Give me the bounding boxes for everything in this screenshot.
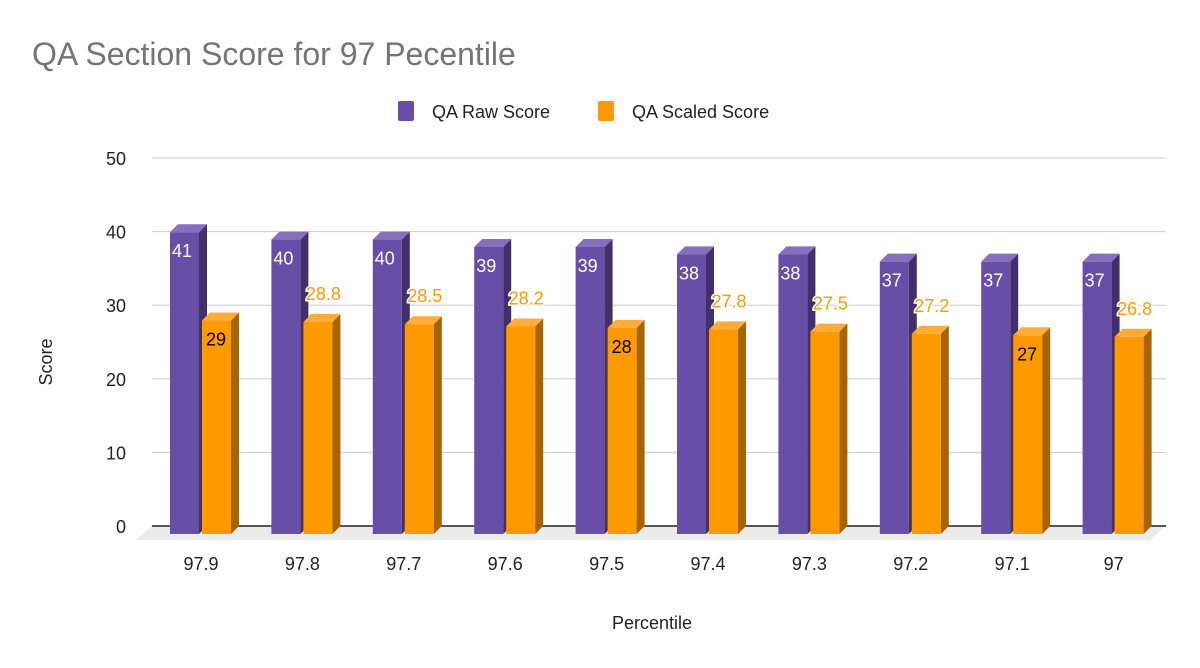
bar-side [1143,328,1152,534]
data-label: 39 [476,256,496,276]
bar-raw [575,246,605,534]
bar-top [879,253,917,262]
bar-side [231,312,239,534]
chart-title: QA Section Score for 97 Pecentile [32,36,516,72]
data-label: 27.2 [914,296,949,316]
y-tick-label: 30 [106,296,126,316]
y-tick-label: 10 [106,443,126,463]
bar-scaled [404,324,434,534]
bar-raw [474,246,504,534]
bar-side [1042,327,1051,534]
bar-raw [879,261,909,534]
bar-top [404,316,442,325]
data-label: 38 [780,263,800,283]
bar-side [738,321,746,534]
bar-side [636,319,645,534]
data-label: 37 [882,271,902,291]
data-label: 37 [983,271,1003,291]
data-label: 40 [273,249,293,269]
legend-swatch [598,101,614,121]
data-label: 28.8 [306,284,341,304]
data-label: 29 [206,330,226,350]
x-tick-label: 97.9 [183,554,218,574]
bar-raw [677,254,706,534]
data-label: 28.2 [509,288,544,308]
bar-top [1013,327,1051,336]
bar-top [575,238,613,247]
data-label: 28 [612,337,632,357]
bar-top [778,246,816,255]
bar-top [981,253,1019,262]
x-tick-label: 97.2 [893,554,928,574]
x-tick-label: 97.5 [589,554,624,574]
data-label: 39 [578,256,598,276]
bar-top [202,312,239,321]
bar-raw [170,232,199,535]
bar-raw [778,254,808,534]
data-label: 37 [1085,271,1105,291]
bar-top [372,231,410,240]
y-axis-title: Score [36,338,56,385]
bar-scaled [709,329,738,534]
bar-top [271,231,309,240]
x-tick-label: 97.7 [386,554,421,574]
bar-side [535,318,544,534]
bar-raw [1082,261,1112,534]
x-tick-label: 97.8 [285,554,320,574]
legend-label: QA Raw Score [432,102,550,122]
bar-top [1114,328,1152,337]
y-tick-label: 40 [106,223,126,243]
bar-scaled [202,320,231,534]
bar-side [433,316,442,534]
bar-scaled [810,331,840,534]
data-label: 38 [679,263,699,283]
x-tick-label: 97.6 [488,554,523,574]
legend-label: QA Scaled Score [632,102,769,122]
bar-top [810,323,848,332]
bar-top [506,318,544,327]
bar-scaled [506,326,536,534]
x-tick-label: 97.1 [995,554,1030,574]
bar-side [940,325,949,534]
y-tick-label: 20 [106,370,126,390]
x-tick-label: 97.3 [792,554,827,574]
bar-top [303,314,341,323]
data-label: 26.8 [1117,299,1152,319]
bar-top [1082,253,1120,262]
bar-raw [981,261,1011,534]
legend-swatch [398,101,414,121]
bar-scaled [1114,336,1144,534]
y-tick-label: 0 [116,517,126,537]
bar-raw [372,239,402,534]
bar-side [839,323,848,534]
data-label: 40 [375,249,395,269]
bar-side [332,314,341,534]
bar-scaled [1013,335,1043,534]
data-label: 28.5 [407,286,442,306]
bar-top [474,238,512,247]
data-label: 27.5 [813,294,848,314]
x-axis-title: Percentile [612,613,692,633]
bar-scaled [607,327,637,534]
bar-scaled [911,333,941,534]
data-label: 27 [1017,344,1037,364]
bar-top [709,321,746,330]
x-tick-label: 97.4 [690,554,725,574]
data-label: 27.8 [711,291,746,311]
bar-top [911,325,949,334]
bar-top [170,224,207,233]
bar-scaled [303,322,333,534]
x-tick-label: 97 [1104,554,1124,574]
bar-top [677,246,714,255]
data-label: 41 [172,241,192,261]
bar-raw [271,239,301,534]
bar-top [607,319,645,328]
y-tick-label: 50 [106,149,126,169]
